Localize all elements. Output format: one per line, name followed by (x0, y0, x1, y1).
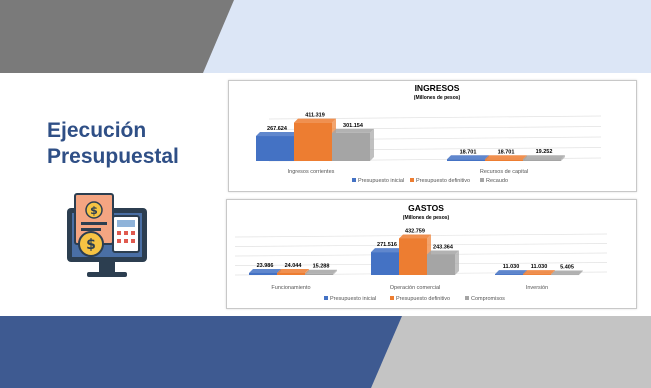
bar (256, 136, 294, 161)
bar-side (579, 270, 583, 275)
bar-side (561, 155, 565, 161)
chart-gastos-title: GASTOS (408, 203, 444, 213)
bar (294, 122, 332, 161)
data-label: 23.986 (257, 263, 274, 269)
bar-top (485, 155, 527, 160)
bar-top (427, 250, 459, 255)
bar (485, 159, 523, 161)
page-title-line-1: Ejecución (47, 119, 147, 142)
chart-gastos-legend: Presupuesto inicial Presupuesto definiti… (324, 296, 505, 302)
bar-top (332, 128, 374, 133)
bar-top (371, 248, 403, 253)
header-band (0, 0, 651, 73)
svg-text:$: $ (90, 204, 98, 217)
chart-ingresos-category-label: Ingresos corrientes (288, 169, 335, 175)
data-label: 19.252 (536, 149, 553, 155)
chart-gastos-category-label: Operación comercial (390, 285, 440, 291)
footer-band (0, 316, 651, 388)
legend-swatch (465, 296, 469, 300)
legend-label: Compromisos (471, 296, 505, 302)
chart-ingresos-bars (256, 118, 565, 161)
data-label: 411.319 (305, 113, 325, 119)
header-band-dark (0, 0, 234, 73)
bar (371, 252, 399, 275)
chart-ingresos-title: INGRESOS (415, 83, 460, 93)
legend-label: Presupuesto inicial (358, 178, 404, 184)
data-label: 18.701 (460, 149, 477, 155)
chart-gastos-data-labels: 23.986 24.044 15.288 271.516 432.759 243.364 1… (257, 228, 574, 270)
bar (399, 238, 427, 275)
chart-gastos-svg: GASTOS (Millones de pesos) 23.986 24.044 1… (234, 203, 608, 302)
legend-label: Presupuesto inicial (330, 296, 376, 302)
chart-ingresos-category-label: Recursos de capital (480, 169, 528, 175)
legend-label: Presupuesto definitivo (396, 296, 450, 302)
data-label: 24.044 (285, 263, 303, 269)
bar-top (294, 118, 336, 123)
legend-swatch (410, 178, 414, 182)
bar-top (551, 270, 583, 275)
chart-ingresos-data-labels: 267.624 411.319 301.154 18.701 18.701 19.252 (267, 113, 552, 156)
chart-gastos-category-label: Inversión (526, 285, 548, 291)
legend-label: Recaudo (486, 178, 508, 184)
bar (523, 274, 551, 275)
data-label: 271.516 (377, 242, 397, 248)
chart-ingresos-subtitle: (Millones de pesos) (414, 95, 461, 101)
bar-side (333, 269, 337, 275)
bar (249, 272, 277, 275)
chart-ingresos-legend: Presupuesto inicial Presupuesto definiti… (352, 178, 508, 184)
page-title: Ejecución Presupuestal (47, 118, 207, 170)
bar (523, 159, 561, 161)
data-label: 15.288 (313, 264, 330, 270)
gridline (268, 115, 602, 120)
bar (427, 254, 455, 275)
bar (447, 159, 485, 161)
bar-top (256, 132, 298, 137)
bar-top (305, 269, 337, 274)
bar-top (523, 155, 565, 160)
legend-swatch (480, 178, 484, 182)
data-label: 18.701 (498, 149, 515, 155)
legend-label: Presupuesto definitivo (416, 178, 470, 184)
bar-top (399, 234, 431, 239)
data-label: 432.759 (405, 228, 425, 234)
chart-gastos-category-label: Funcionamiento (271, 285, 310, 291)
budget-computer-icon: $ $ (61, 190, 153, 282)
legend-swatch (352, 178, 356, 182)
page-title-line-2: Presupuestal (47, 145, 179, 168)
bar (495, 274, 523, 275)
chart-gastos-subtitle: (Millones de pesos) (403, 215, 450, 221)
bar (332, 132, 370, 161)
data-label: 5.405 (560, 265, 574, 271)
legend-swatch (390, 296, 394, 300)
chart-ingresos: INGRESOS (Millones de pesos) 267.624 411.… (228, 80, 637, 192)
legend-swatch (324, 296, 328, 300)
bar (277, 272, 305, 275)
bar-top (249, 268, 281, 273)
bar-top (277, 268, 309, 273)
data-label: 301.154 (343, 123, 364, 129)
bar-side (455, 250, 459, 275)
bar (551, 274, 579, 276)
bar-side (370, 128, 374, 161)
bar (305, 273, 333, 275)
chart-gastos: GASTOS (Millones de pesos) 23.986 24.044 1… (226, 199, 637, 309)
data-label: 11.030 (531, 264, 548, 270)
svg-text:$: $ (86, 237, 96, 253)
chart-gastos-bars (249, 234, 583, 276)
bar-top (495, 270, 527, 275)
footer-band-dark (0, 316, 402, 388)
chart-ingresos-svg: INGRESOS (Millones de pesos) 267.624 411.… (256, 83, 602, 184)
data-label: 11.030 (503, 264, 520, 270)
data-label: 243.364 (433, 244, 454, 250)
bar-top (447, 155, 489, 160)
bar-top (523, 270, 555, 275)
data-label: 267.624 (267, 126, 288, 132)
